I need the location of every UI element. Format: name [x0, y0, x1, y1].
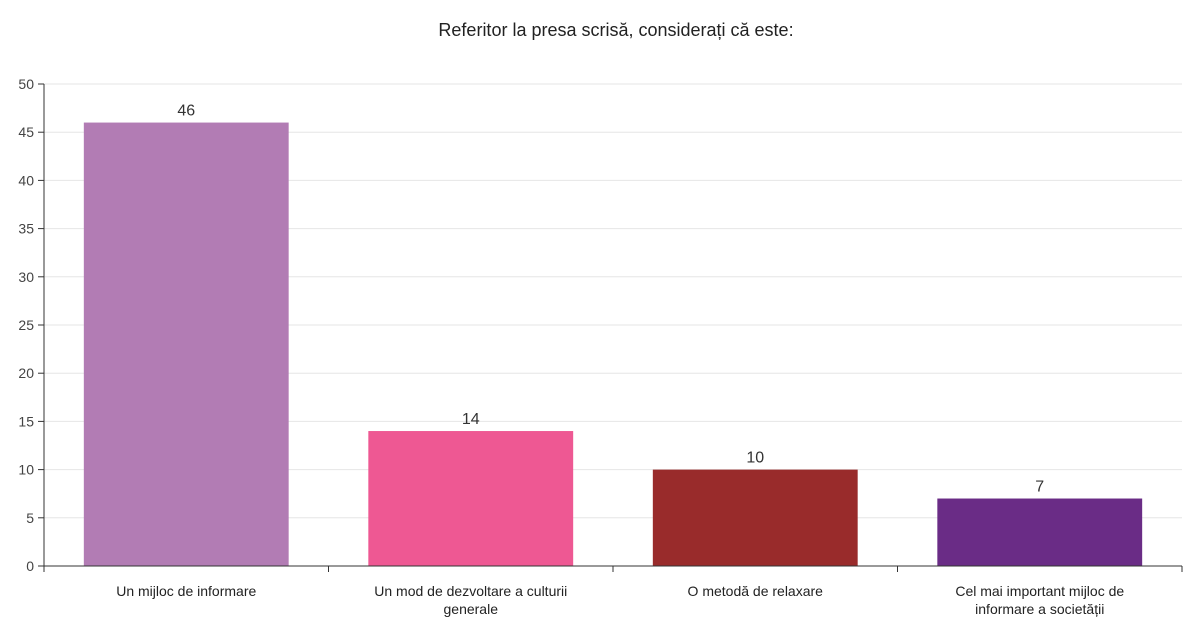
y-tick-label-1: 5: [26, 510, 34, 526]
x-tick-label-0: Un mijloc de informare: [116, 583, 256, 599]
data-label-3: 7: [1035, 479, 1044, 496]
bar-1[interactable]: [368, 431, 574, 566]
y-tick-label-9: 45: [18, 124, 34, 140]
y-tick-label-8: 40: [18, 172, 34, 188]
bar-0[interactable]: [83, 122, 289, 566]
data-label-0: 46: [177, 103, 195, 120]
chart-title: Referitor la presa scrisă, considerați c…: [438, 20, 793, 40]
data-label-2: 10: [746, 450, 764, 467]
data-labels: 46 14 10 7: [177, 103, 1044, 496]
y-tick-label-0: 0: [26, 558, 34, 574]
bar-2[interactable]: [652, 469, 858, 566]
y-tick-label-3: 15: [18, 413, 34, 429]
y-tick-label-4: 20: [18, 365, 34, 381]
x-tick-label-2: O metodă de relaxare: [688, 583, 824, 599]
x-axis-ticks: Un mijloc de informare Un mod de dezvolta…: [43, 566, 1183, 617]
y-tick-label-7: 35: [18, 221, 34, 237]
y-tick-label-6: 30: [18, 269, 34, 285]
x-tick-label-1: Un mod de dezvoltare a culturii generale: [374, 583, 567, 617]
bars: [83, 122, 1143, 566]
bar-3[interactable]: [937, 498, 1143, 566]
data-label-1: 14: [462, 411, 480, 428]
x-tick-label-3: Cel mai important mijloc de informare a s…: [955, 583, 1124, 617]
y-tick-label-2: 10: [18, 462, 34, 478]
y-tick-label-10: 50: [18, 76, 34, 92]
y-tick-label-5: 25: [18, 317, 34, 333]
y-axis-ticks: 0 5 10 15 20 25 30 35 40 45 50: [18, 76, 44, 574]
